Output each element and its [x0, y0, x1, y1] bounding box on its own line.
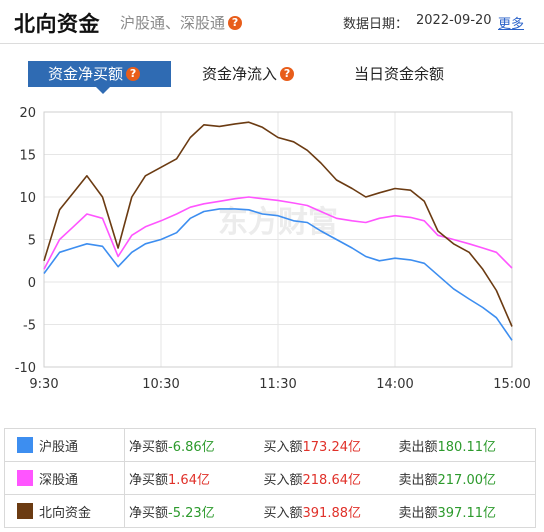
plot-border [43, 111, 513, 368]
subtitle-text: 沪股通、深股通 [120, 14, 226, 32]
series-swatch [17, 503, 33, 519]
series-name: 深股通 [39, 472, 79, 488]
sell-label: 卖出额 [398, 472, 438, 488]
buy-cell: 买入额391.88亿 [259, 494, 395, 528]
buy-value: 173.24亿 [302, 439, 362, 455]
date-label: 数据日期： [343, 17, 409, 32]
tab-net-buy[interactable]: 资金净买额? [28, 61, 171, 87]
sell-value: 180.11亿 [437, 439, 497, 455]
sell-label: 卖出额 [398, 439, 438, 455]
tab-bar: 资金净买额? 资金净流入? 当日资金余额 [0, 58, 544, 96]
tab-daily-balance-label: 当日资金余额 [354, 65, 445, 83]
page-title: 北向资金 [14, 12, 100, 36]
tab-net-buy-label: 资金净买额 [48, 65, 124, 83]
series-swatch [17, 437, 33, 453]
sell-cell: 卖出额397.11亿 [394, 494, 536, 528]
net-value: 1.64亿 [168, 472, 210, 488]
series-name: 沪股通 [39, 439, 79, 455]
y-tick-label: 15 [19, 149, 36, 164]
y-tick-label: 20 [19, 106, 36, 121]
sell-cell: 卖出额180.11亿 [394, 428, 536, 462]
chart-container: -10 -5 0 5 10 15 20 9:30 10:30 11:30 14:00 15:00 东方财… [0, 100, 544, 400]
net-label: 净买额 [129, 505, 169, 521]
help-icon[interactable]: ? [126, 66, 141, 81]
sell-value: 397.11亿 [437, 505, 497, 521]
tab-net-inflow[interactable]: 资金净流入? [202, 61, 295, 87]
page-header: 北向资金 沪股通、深股通? 数据日期： 2022-09-20 更多 [0, 0, 544, 44]
net-label: 净买额 [129, 439, 169, 455]
buy-label: 买入额 [263, 505, 303, 521]
sell-value: 217.00亿 [437, 472, 497, 488]
y-tick-label: -5 [23, 319, 36, 334]
table-row: 深股通 净买额1.64亿 买入额218.64亿 卖出额217.00亿 [4, 461, 536, 495]
x-tick-label: 14:00 [376, 377, 413, 392]
series-cell: 沪股通 [4, 428, 125, 462]
net-cell: 净买额-5.23亿 [124, 494, 260, 528]
more-link[interactable]: 更多 [498, 17, 525, 32]
table-row: 沪股通 净买额-6.86亿 买入额173.24亿 卖出额180.11亿 [4, 428, 536, 462]
date-value: 2022-09-20 [416, 13, 492, 28]
page-subtitle: 沪股通、深股通? [120, 12, 243, 33]
buy-label: 买入额 [263, 472, 303, 488]
buy-label: 买入额 [263, 439, 303, 455]
series-cell: 深股通 [4, 461, 125, 495]
tab-daily-balance[interactable]: 当日资金余额 [354, 61, 444, 87]
y-tick-label: -10 [15, 361, 36, 376]
series-line-1 [43, 208, 513, 341]
active-tab-caret [96, 87, 110, 94]
x-tick-label: 10:30 [142, 377, 179, 392]
net-value: -5.23亿 [168, 505, 215, 521]
net-value: -6.86亿 [168, 439, 215, 455]
y-tick-label: 10 [19, 191, 36, 206]
y-tick-label: 5 [28, 234, 36, 249]
series-cell: 北向资金 [4, 494, 125, 528]
summary-table: 沪股通 净买额-6.86亿 买入额173.24亿 卖出额180.11亿 深股通 … [4, 428, 536, 528]
net-label: 净买额 [129, 472, 169, 488]
net-cell: 净买额-6.86亿 [124, 428, 260, 462]
x-tick-label: 9:30 [29, 377, 58, 392]
series-line-3 [43, 121, 513, 327]
sell-cell: 卖出额217.00亿 [394, 461, 536, 495]
y-tick-label: 0 [28, 276, 36, 291]
x-tick-label: 11:30 [259, 377, 296, 392]
help-icon[interactable]: ? [228, 15, 243, 30]
tab-net-inflow-label: 资金净流入 [202, 65, 278, 83]
series-name: 北向资金 [39, 505, 92, 521]
buy-value: 218.64亿 [302, 472, 362, 488]
sell-label: 卖出额 [398, 505, 438, 521]
help-icon[interactable]: ? [280, 66, 295, 81]
series-swatch [17, 470, 33, 486]
buy-cell: 买入额173.24亿 [259, 428, 395, 462]
table-row: 北向资金 净买额-5.23亿 买入额391.88亿 卖出额397.11亿 [4, 494, 536, 528]
buy-value: 391.88亿 [302, 505, 362, 521]
series-line-2 [43, 196, 513, 270]
buy-cell: 买入额218.64亿 [259, 461, 395, 495]
x-tick-label: 15:00 [493, 377, 530, 392]
net-cell: 净买额1.64亿 [124, 461, 260, 495]
